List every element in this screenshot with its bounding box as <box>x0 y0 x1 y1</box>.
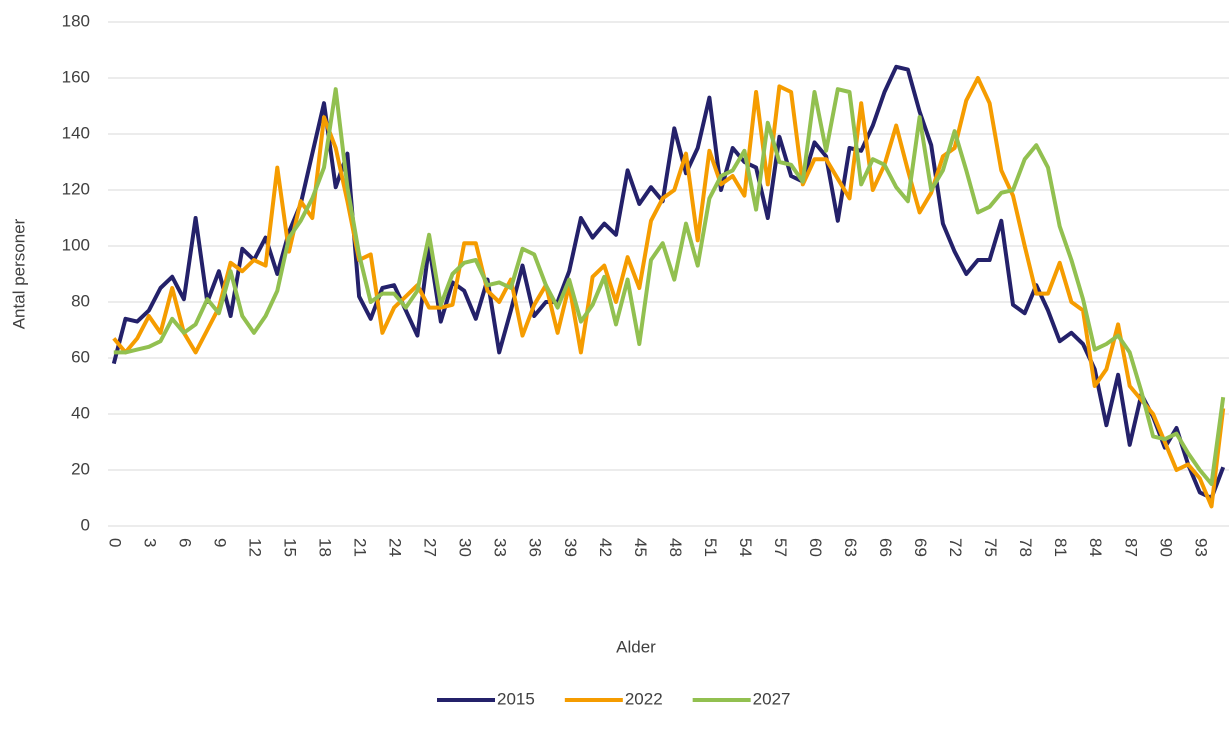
y-axis-title: Antal personer <box>9 218 28 329</box>
y-tick-label: 160 <box>62 67 90 86</box>
x-tick-label: 63 <box>841 538 860 557</box>
y-tick-label: 180 <box>62 11 90 30</box>
x-tick-label: 93 <box>1191 538 1210 557</box>
x-tick-label: 24 <box>386 538 405 557</box>
series-line <box>112 76 1226 509</box>
y-tick-label: 100 <box>62 235 90 254</box>
y-tick-label: 40 <box>71 403 90 422</box>
x-tick-label: 45 <box>631 538 650 557</box>
x-tick-label: 15 <box>281 538 300 557</box>
x-tick-label: 33 <box>491 538 510 557</box>
x-tick-label: 18 <box>316 538 335 557</box>
x-tick-label: 12 <box>245 538 264 557</box>
x-tick-label: 21 <box>351 538 370 557</box>
series-line <box>113 87 1226 486</box>
x-tick-label: 69 <box>911 538 930 557</box>
x-tick-label: 30 <box>456 538 475 557</box>
x-tick-label: 72 <box>946 538 965 557</box>
x-axis-title: Alder <box>616 637 656 656</box>
x-tick-label: 78 <box>1016 538 1035 557</box>
x-tick-label: 39 <box>561 538 580 557</box>
legend-label: 2027 <box>753 689 791 708</box>
x-tick-label: 81 <box>1051 538 1070 557</box>
x-tick-label: 57 <box>771 538 790 557</box>
y-tick-label: 120 <box>62 179 90 198</box>
x-tick-label: 66 <box>876 538 895 557</box>
x-tick-label: 51 <box>701 538 720 557</box>
x-tick-label: 9 <box>210 538 229 547</box>
x-tick-label: 84 <box>1086 538 1105 557</box>
x-tick-label: 36 <box>526 538 545 557</box>
x-tick-label: 27 <box>421 538 440 557</box>
x-tick-label: 90 <box>1156 538 1175 557</box>
x-tick-label: 54 <box>736 538 755 557</box>
legend-label: 2022 <box>625 689 663 708</box>
y-tick-label: 140 <box>62 123 90 142</box>
x-tick-label: 3 <box>140 538 159 547</box>
x-tick-label: 75 <box>981 538 1000 557</box>
x-tick-label: 6 <box>175 538 194 547</box>
x-tick-label: 42 <box>596 538 615 557</box>
x-tick-label: 87 <box>1121 538 1140 557</box>
y-tick-label: 60 <box>71 347 90 366</box>
y-tick-label: 80 <box>71 291 90 310</box>
x-tick-label: 0 <box>105 538 124 547</box>
x-tick-label: 60 <box>806 538 825 557</box>
y-tick-label: 0 <box>81 515 90 534</box>
y-tick-label: 20 <box>71 459 90 478</box>
x-tick-label: 48 <box>666 538 685 557</box>
legend-label: 2015 <box>497 689 535 708</box>
